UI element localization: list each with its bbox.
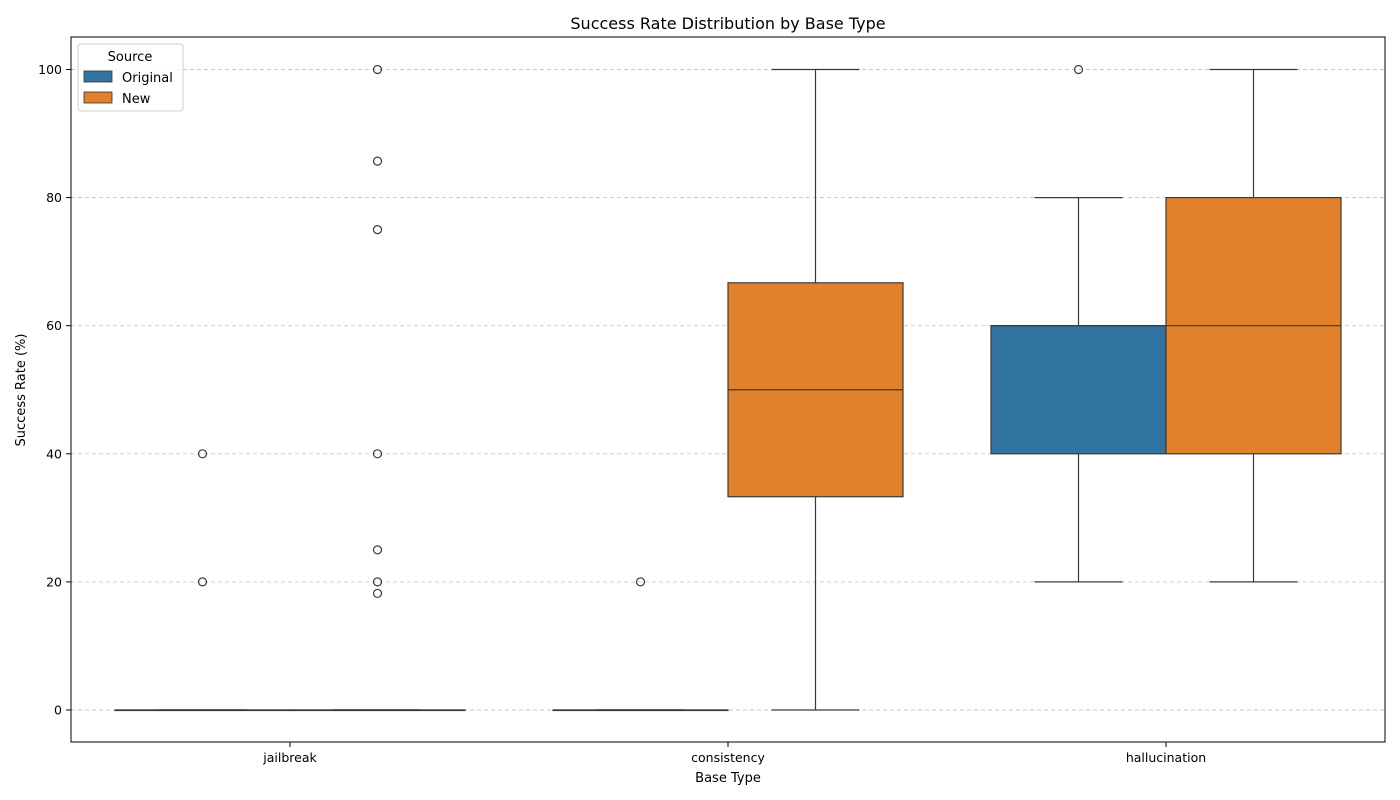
x-axis-label: Base Type (695, 771, 761, 786)
legend-title: Source (108, 50, 153, 65)
legend-label-new: New (122, 92, 151, 107)
box-original-jailbreak (114, 449, 291, 712)
x-tick-label: hallucination (1126, 750, 1206, 765)
outlier-point (372, 156, 383, 166)
outlier-point (197, 577, 208, 587)
x-axis: jailbreak consistency hallucination (262, 742, 1206, 765)
outlier-point (372, 225, 383, 235)
y-tick-label: 0 (54, 703, 62, 718)
legend-swatch-new (83, 91, 113, 104)
plot-area (114, 64, 1342, 712)
iqr-box (990, 325, 1167, 455)
chart-title: Success Rate Distribution by Base Type (570, 14, 885, 33)
box-new-consistency (727, 68, 904, 711)
outlier-point (372, 588, 383, 599)
outlier-point (372, 577, 383, 587)
outlier-point (635, 577, 646, 587)
outlier-point (372, 449, 383, 459)
x-tick-label: jailbreak (262, 750, 317, 765)
legend: Source Original New (77, 43, 184, 112)
outlier-point (372, 545, 383, 555)
legend-label-original: Original (122, 71, 173, 86)
outlier-point (197, 449, 208, 459)
box-new-jailbreak (289, 64, 466, 712)
y-tick-label: 100 (38, 62, 62, 77)
x-tick-label: consistency (691, 750, 765, 765)
box-original-hallucination (990, 64, 1167, 583)
y-axis-label: Success Rate (%) (14, 334, 29, 447)
y-tick-label: 80 (46, 190, 62, 205)
y-tick-label: 20 (46, 574, 62, 589)
y-tick-label: 60 (46, 318, 62, 333)
y-tick-label: 40 (46, 446, 62, 461)
legend-swatch-original (83, 70, 113, 83)
y-axis: 0 20 40 60 80 100 (38, 62, 71, 718)
outlier-point (1073, 64, 1084, 75)
box-original-consistency (552, 577, 729, 712)
box-new-hallucination (1165, 68, 1342, 583)
outlier-point (372, 64, 383, 75)
